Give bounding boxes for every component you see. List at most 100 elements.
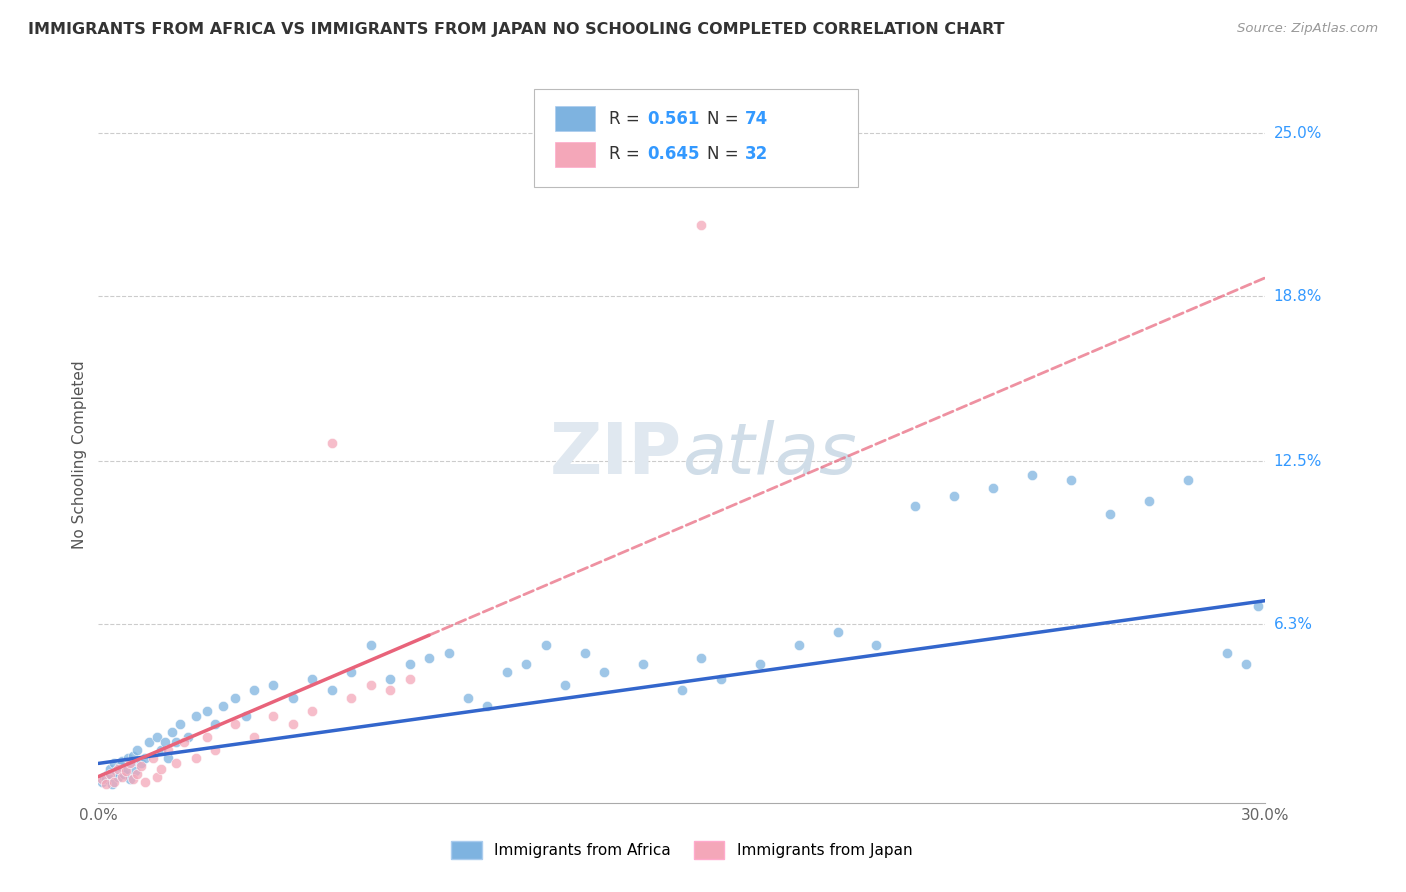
Point: [235, 709, 257, 723]
Point: [281, 717, 304, 731]
Text: 0.645: 0.645: [647, 145, 699, 163]
Text: 25.0%: 25.0%: [1274, 126, 1322, 141]
Point: [340, 690, 363, 705]
Point: [340, 665, 363, 679]
Point: [534, 638, 557, 652]
Point: [360, 678, 382, 692]
Text: ZIP: ZIP: [550, 420, 682, 490]
Point: [380, 673, 402, 687]
Point: [593, 665, 616, 679]
Point: [118, 772, 141, 787]
Text: R =: R =: [609, 145, 645, 163]
Point: [262, 678, 284, 692]
Point: [149, 743, 172, 757]
Point: [142, 751, 165, 765]
Point: [281, 690, 304, 705]
Text: 12.5%: 12.5%: [1274, 454, 1322, 469]
Point: [1137, 494, 1160, 508]
Point: [301, 673, 323, 687]
Point: [153, 735, 176, 749]
Point: [631, 657, 654, 671]
Point: [943, 489, 966, 503]
Point: [111, 770, 134, 784]
Point: [107, 770, 129, 784]
Point: [574, 646, 596, 660]
Point: [321, 682, 343, 697]
Point: [457, 690, 479, 705]
Point: [138, 735, 160, 749]
Point: [515, 657, 537, 671]
Point: [96, 772, 118, 787]
Point: [114, 762, 136, 776]
Point: [224, 717, 246, 731]
Point: [108, 759, 131, 773]
Point: [243, 682, 266, 697]
Point: [301, 704, 323, 718]
Point: [107, 762, 129, 776]
Text: N =: N =: [707, 145, 744, 163]
Point: [124, 764, 146, 779]
Point: [122, 772, 145, 787]
Point: [157, 743, 180, 757]
Point: [96, 777, 118, 791]
Point: [1060, 473, 1083, 487]
Point: [122, 748, 145, 763]
Point: [97, 767, 120, 781]
Point: [134, 774, 156, 789]
Point: [98, 762, 121, 776]
Point: [184, 709, 207, 723]
Point: [129, 756, 152, 771]
Point: [103, 756, 125, 771]
Point: [98, 767, 121, 781]
Text: 32: 32: [745, 145, 769, 163]
Point: [981, 481, 1004, 495]
Text: 74: 74: [745, 110, 769, 128]
Point: [165, 756, 187, 771]
Point: [671, 682, 693, 697]
Point: [93, 770, 115, 784]
Point: [112, 767, 135, 781]
Point: [243, 730, 266, 744]
Point: [134, 751, 156, 765]
Point: [398, 657, 420, 671]
Point: [1177, 473, 1199, 487]
Point: [173, 735, 195, 749]
Y-axis label: No Schooling Completed: No Schooling Completed: [72, 360, 87, 549]
Point: [184, 751, 207, 765]
Point: [121, 756, 143, 771]
Point: [165, 735, 187, 749]
Point: [127, 767, 149, 781]
Point: [904, 499, 927, 513]
Text: N =: N =: [707, 110, 744, 128]
Text: 6.3%: 6.3%: [1274, 616, 1313, 632]
Point: [91, 774, 114, 789]
Point: [101, 777, 124, 791]
Legend: Immigrants from Africa, Immigrants from Japan: Immigrants from Africa, Immigrants from …: [446, 835, 918, 864]
Point: [118, 756, 141, 771]
Point: [104, 764, 127, 779]
Point: [418, 651, 440, 665]
Point: [149, 762, 172, 776]
Text: 18.8%: 18.8%: [1274, 289, 1322, 303]
Point: [321, 436, 343, 450]
Text: R =: R =: [609, 110, 645, 128]
Point: [177, 730, 200, 744]
Point: [114, 764, 136, 779]
Point: [146, 770, 169, 784]
Point: [398, 673, 420, 687]
Point: [127, 743, 149, 757]
Point: [103, 774, 125, 789]
Point: [865, 638, 887, 652]
Point: [1246, 599, 1268, 613]
Point: [224, 690, 246, 705]
Point: [91, 772, 114, 787]
Point: [169, 717, 191, 731]
Point: [787, 638, 810, 652]
Text: atlas: atlas: [682, 420, 856, 490]
Text: Source: ZipAtlas.com: Source: ZipAtlas.com: [1237, 22, 1378, 36]
Point: [496, 665, 519, 679]
Point: [111, 754, 134, 768]
Point: [157, 751, 180, 765]
Point: [554, 678, 576, 692]
Point: [477, 698, 499, 713]
